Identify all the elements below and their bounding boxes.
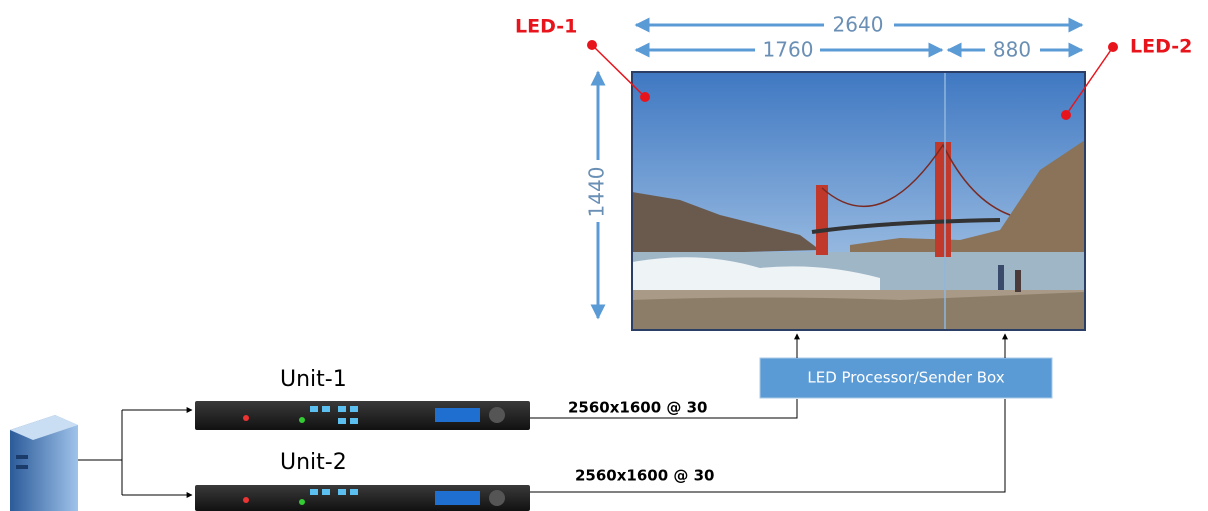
callout-dot [587,40,597,50]
computer-icon [10,415,78,511]
unit-label: Unit-2 [280,450,347,475]
label-bg [586,160,610,222]
dimension-label: 1440 [585,167,609,218]
dimension-label: 880 [993,38,1031,62]
callout-line [591,44,646,98]
cable [530,399,798,419]
signal-label: 2560x1600 @ 30 [575,467,715,485]
signal-label: 2560x1600 @ 30 [568,399,708,417]
callout-line [1065,46,1114,116]
label-bg [985,38,1040,62]
cable [530,399,1006,493]
led-label: LED-2 [1130,36,1192,58]
dimension-label: 1760 [763,38,814,62]
unit-device [195,401,530,430]
unit-device [195,485,530,511]
unit-label: Unit-1 [280,367,347,392]
label-bg [755,38,820,62]
label-bg [824,13,894,37]
dimension-label: 2640 [833,13,884,37]
processor-box [759,357,1053,399]
callout-dot [1061,110,1071,120]
callout-dot [1108,42,1118,52]
callout-dot [640,92,650,102]
processor-label: LED Processor/Sender Box [807,369,1004,387]
led-label: LED-1 [515,16,577,38]
led-screen [631,71,1086,331]
